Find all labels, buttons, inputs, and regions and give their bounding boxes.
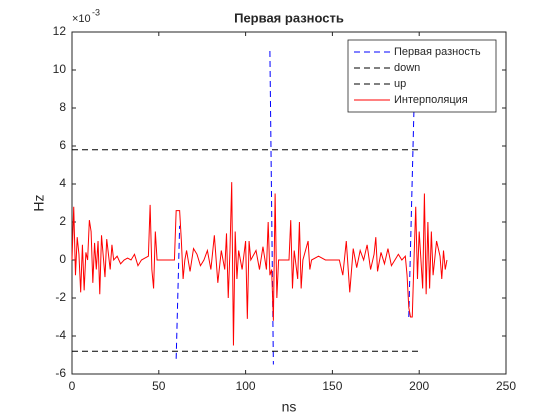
y-tick-label: -2 [55,290,66,304]
chart-title: Первая разность [234,10,344,25]
legend-label: Интерполяция [394,94,468,106]
x-tick-label: 50 [152,379,166,393]
x-axis-label: ns [282,399,297,415]
x-tick-label: 200 [409,379,429,393]
x-tick-label: 250 [496,379,516,393]
exponent-base: ×10 [72,13,91,25]
legend-label: Первая разность [394,46,481,58]
legend-label: down [394,62,420,74]
y-tick-label: 10 [53,62,67,76]
y-tick-label: 0 [59,252,66,266]
y-axis-label: Hz [31,194,47,211]
x-tick-label: 150 [322,379,342,393]
y-tick-label: 6 [59,138,66,152]
y-tick-label: 2 [59,214,66,228]
x-tick-label: 100 [236,379,256,393]
x-tick-label: 0 [69,379,76,393]
series-line [71,182,448,346]
y-tick-label: 12 [53,24,67,38]
exponent-power: -3 [92,7,100,17]
y-tick-label: 4 [59,176,66,190]
legend-label: up [394,78,406,90]
y-tick-label: -6 [55,366,66,380]
y-tick-label: -4 [55,328,66,342]
y-tick-label: 8 [59,100,66,114]
legend-box [347,39,497,113]
